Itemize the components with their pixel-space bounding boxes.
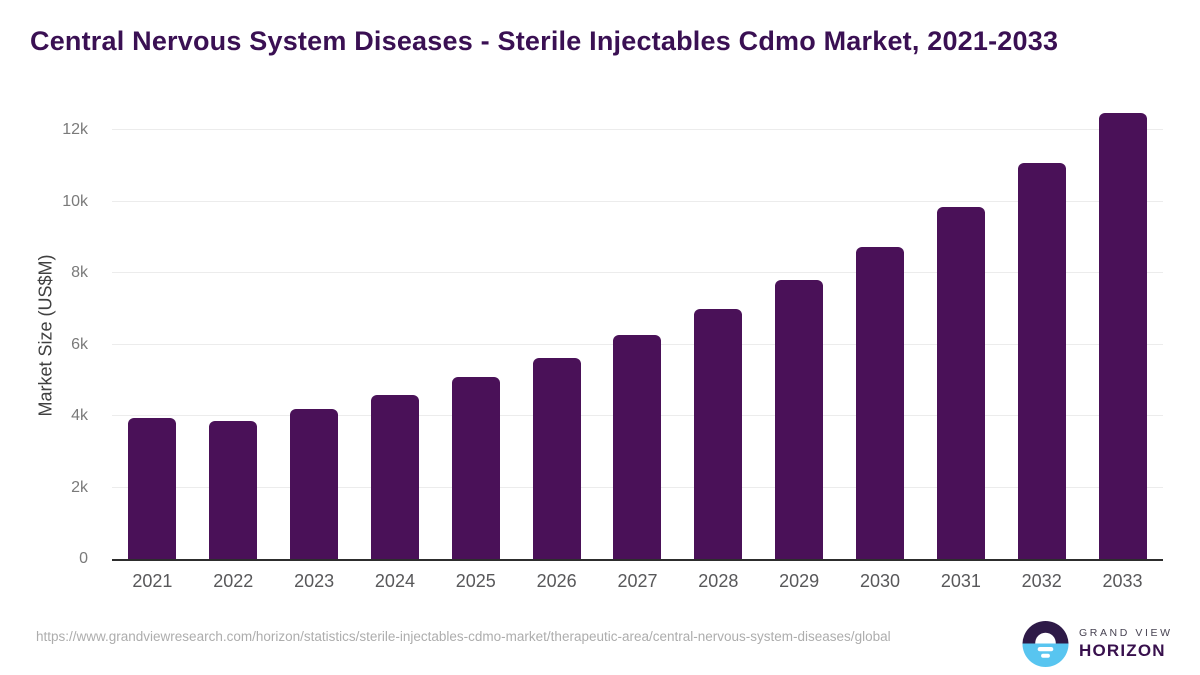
gridline-12k xyxy=(112,129,1163,131)
y-tick-label-12k: 12k xyxy=(62,121,88,139)
x-axis-label-2031: 2031 xyxy=(940,571,981,591)
x-axis-label-2023: 2023 xyxy=(294,571,335,591)
x-axis-label-2022: 2022 xyxy=(213,571,254,591)
bar-slot-2022 xyxy=(193,109,274,559)
bar-slot-2023 xyxy=(274,109,355,559)
x-axis-labels: 2021 2022 2023 2024 2025 2026 2027 2028 2029 2030… xyxy=(112,571,1163,592)
source-url: https://www.grandviewresearch.com/horizo… xyxy=(36,629,891,644)
bar-2030[interactable] xyxy=(856,247,905,559)
bar-slot-2033 xyxy=(1082,109,1163,559)
bar-slot-2031 xyxy=(920,109,1001,559)
x-axis-label-2024: 2024 xyxy=(374,571,415,591)
brand-name-bottom: HORIZON xyxy=(1079,641,1166,660)
bar-slot-2021 xyxy=(112,109,193,559)
gridline-8k xyxy=(112,272,1163,274)
bar-slot-2024 xyxy=(355,109,436,559)
bar-slot-2027 xyxy=(597,109,678,559)
y-tick-label-6k: 6k xyxy=(71,335,88,353)
brand-logo: GRAND VIEW HORIZON xyxy=(1022,620,1173,668)
x-axis-label-2021: 2021 xyxy=(132,571,173,591)
bar-2021[interactable] xyxy=(128,418,177,559)
y-tick-label-2k: 2k xyxy=(71,478,88,496)
bar-slot-2028 xyxy=(678,109,759,559)
brand-logo-text: GRAND VIEW HORIZON xyxy=(1079,627,1173,661)
bar-2029[interactable] xyxy=(775,280,824,559)
chart-title: Central Nervous System Diseases - Steril… xyxy=(30,26,1059,56)
bar-slot-2025 xyxy=(435,109,516,559)
x-axis-label-2029: 2029 xyxy=(779,571,820,591)
x-axis-line xyxy=(112,559,1163,561)
bar-2032[interactable] xyxy=(1017,163,1066,559)
y-tick-label-10k: 10k xyxy=(62,192,88,210)
x-axis-label-2028: 2028 xyxy=(698,571,739,591)
bar-2031[interactable] xyxy=(936,207,985,559)
bar-2033[interactable] xyxy=(1098,113,1147,559)
bar-2027[interactable] xyxy=(613,335,662,559)
y-tick-label-8k: 8k xyxy=(71,264,88,282)
x-axis-label-2025: 2025 xyxy=(455,571,496,591)
y-axis-tick-labels: 0 2k 4k 6k 8k 10k 12k xyxy=(0,109,88,567)
bar-2024[interactable] xyxy=(370,395,419,559)
x-axis-label-2026: 2026 xyxy=(536,571,577,591)
sunrise-horizon-icon xyxy=(1022,620,1069,668)
bar-slot-2029 xyxy=(759,109,840,559)
chart-plot-area xyxy=(112,109,1163,561)
bar-2026[interactable] xyxy=(532,358,581,559)
bar-series xyxy=(112,109,1163,559)
bar-slot-2030 xyxy=(840,109,921,559)
y-tick-label-0: 0 xyxy=(79,550,88,567)
x-axis-label-2027: 2027 xyxy=(617,571,658,591)
gridline-10k xyxy=(112,200,1163,202)
bar-2022[interactable] xyxy=(209,421,258,559)
y-tick-label-4k: 4k xyxy=(71,407,88,425)
bar-2028[interactable] xyxy=(694,309,743,559)
bar-2023[interactable] xyxy=(290,409,339,559)
bar-slot-2026 xyxy=(516,109,597,559)
brand-name-top: GRAND VIEW xyxy=(1079,627,1173,639)
x-axis-label-2030: 2030 xyxy=(859,571,901,591)
x-axis-label-2033: 2033 xyxy=(1102,571,1143,591)
x-axis-label-2032: 2032 xyxy=(1021,571,1062,591)
bar-slot-2032 xyxy=(1001,109,1082,559)
bar-2025[interactable] xyxy=(451,377,500,559)
